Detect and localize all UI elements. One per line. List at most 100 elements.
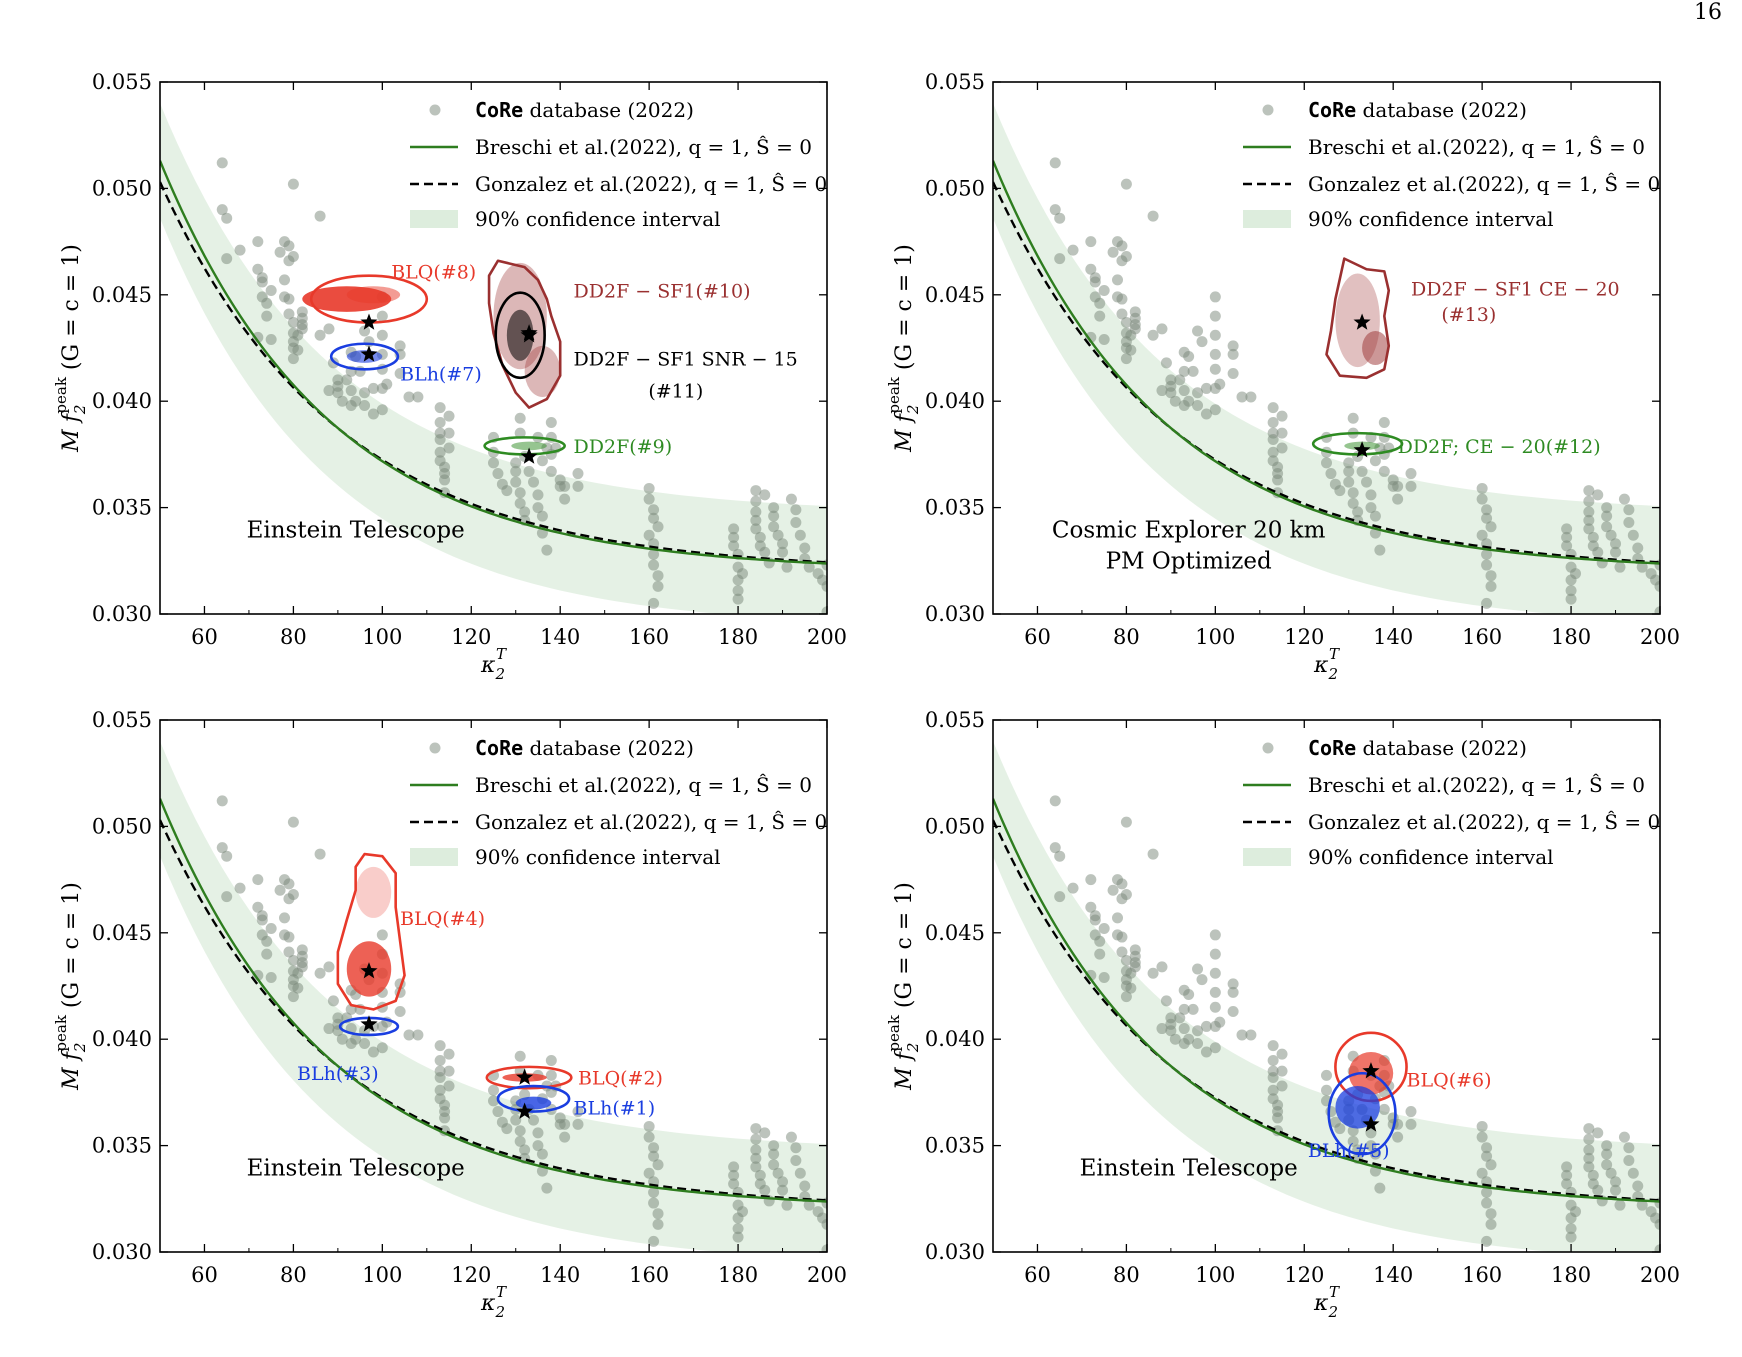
core-data-point [648,1186,660,1198]
x-tick-label: 80 [1113,1263,1140,1287]
core-data-point [376,329,388,341]
core-data-point [332,387,344,399]
y-axis-label: M f2peak (G = c = 1) [52,882,89,1091]
core-data-point [1174,1012,1186,1024]
x-tick-label: 180 [1551,625,1591,649]
core-data-point [652,1218,664,1230]
core-data-point [1565,593,1577,605]
core-data-point [768,1159,780,1171]
series-label: DD2F(#9) [574,436,673,458]
core-data-point [1610,546,1622,558]
core-data-point [1369,455,1381,467]
core-data-point [323,323,335,335]
core-data-point [1147,329,1159,341]
y-tick-label: 0.045 [925,283,985,307]
series-label: BLQ(#4) [400,908,485,930]
core-data-point [443,410,455,422]
core-data-point [1165,387,1177,399]
series-label-sub: (#11) [648,381,703,403]
core-data-point [532,1140,544,1152]
detector-label: Cosmic Explorer 20 km [1052,517,1326,543]
core-data-point [1374,1182,1386,1194]
core-data-point [572,1106,584,1118]
core-data-point [434,434,446,446]
core-data-point [1227,348,1239,360]
x-axis-label: κ2T [1313,645,1340,683]
core-data-point [799,1180,811,1192]
core-data-point [1654,1218,1660,1230]
legend-gonzalez: Gonzalez et al.(2022), q = 1, Ŝ = 0 [1308,809,1660,834]
core-data-point [1361,476,1373,488]
core-data-point [754,1169,766,1181]
chart-panel-1: BLQ(#8) BLh(#7) DD2F − SF1(#10) DD2F − SF1 … [52,70,847,683]
core-data-point [1147,967,1159,979]
core-data-point [1085,331,1097,343]
core-data-point [1347,487,1359,499]
plot-area [160,103,827,614]
core-data-point [1583,1161,1595,1173]
core-data-point [1623,504,1635,516]
core-data-point [536,455,548,467]
core-data-point [1107,884,1119,896]
core-data-point [1481,1197,1493,1209]
series-label: BLQ(#8) [391,261,476,283]
core-data-point [1365,489,1377,501]
core-data-point [821,606,827,614]
core-data-point [1267,416,1279,428]
core-data-point [1654,580,1660,592]
core-data-point [510,457,522,469]
core-data-point [768,1140,780,1152]
series-label: DD2F − SF1(#10) [574,281,751,303]
legend-band: 90% confidence interval [475,207,721,231]
core-data-point [1592,546,1604,558]
core-data-point [648,597,660,609]
core-data-point [750,1133,762,1145]
core-data-point [1485,1218,1497,1230]
core-data-point [283,240,295,252]
core-data-point [1196,336,1208,348]
x-tick-label: 140 [1373,1263,1413,1287]
injection-star [360,962,378,979]
series-label-sub: (#13) [1441,304,1496,326]
core-data-point [1392,1131,1404,1143]
core-data-point [1085,236,1097,248]
breschi-fit-line [993,798,1660,1203]
core-data-point [1178,385,1190,397]
core-data-point [1476,493,1488,505]
y-tick-label: 0.045 [925,921,985,945]
posterior-contour [1327,1071,1397,1156]
core-data-point [1085,901,1097,913]
core-data-point [256,276,268,288]
core-data-point [1476,1120,1488,1132]
core-data-point [354,365,366,377]
core-data-point [1352,506,1364,518]
y-tick-label: 0.055 [92,708,152,732]
core-data-point [1085,263,1097,275]
core-data-point [732,1223,744,1235]
core-data-point [1561,523,1573,535]
core-data-point [728,531,740,543]
core-data-point [1374,544,1386,556]
core-data-point [1227,978,1239,990]
core-data-point [1378,1103,1390,1115]
core-data-point [1614,1199,1626,1211]
core-data-point [1365,1127,1377,1139]
core-data-point [314,329,326,341]
core-data-point [1347,412,1359,424]
core-data-point [1120,250,1132,262]
core-data-point [1614,561,1626,573]
x-tick-label: 160 [629,625,669,649]
core-data-point [1192,399,1204,411]
core-data-point [1583,1133,1595,1145]
posterior-contour [487,259,562,409]
core-data-point [750,1144,762,1156]
core-data-point [367,382,379,394]
plot-frame [159,81,828,615]
gonzalez-fit-line [993,181,1660,564]
core-data-point [1094,297,1106,309]
core-data-point [1183,395,1195,407]
legend-gonzalez: Gonzalez et al.(2022), q = 1, Ŝ = 0 [475,171,827,196]
core-data-point [287,888,299,900]
series-label: BLh(#3) [297,1063,379,1085]
y-axis-label: M f2peak (G = c = 1) [52,244,89,453]
